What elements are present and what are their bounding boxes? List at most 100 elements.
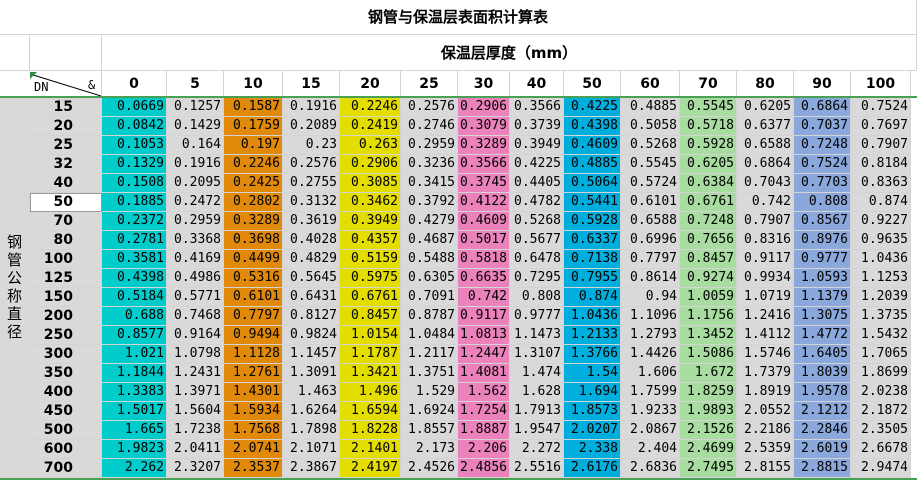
value-cell[interactable]: 2.0207 — [564, 421, 621, 440]
value-cell[interactable]: 0.7797 — [621, 250, 680, 269]
value-cell[interactable]: 1.3751 — [401, 364, 458, 383]
value-cell[interactable]: 0.6588 — [621, 212, 680, 231]
value-cell[interactable]: 0.3949 — [510, 136, 564, 155]
value-cell[interactable]: 1.0436 — [851, 250, 911, 269]
row-header-dn-700[interactable]: 700 — [30, 459, 102, 478]
value-cell[interactable]: 2.8155 — [737, 459, 794, 478]
column-header-15[interactable]: 15 — [283, 71, 340, 97]
value-cell[interactable]: 1.9547 — [510, 421, 564, 440]
value-cell[interactable]: 1.021 — [102, 345, 167, 364]
value-cell[interactable]: 2.272 — [510, 440, 564, 459]
value-cell[interactable]: 1.2133 — [564, 326, 621, 345]
column-header-30[interactable]: 30 — [458, 71, 510, 97]
value-cell[interactable]: 0.5771 — [167, 288, 224, 307]
value-cell[interactable]: 0.6205 — [680, 155, 737, 174]
value-cell[interactable]: 0.6635 — [458, 269, 510, 288]
value-cell[interactable]: 0.8457 — [340, 307, 401, 326]
value-cell[interactable]: 0.2372 — [102, 212, 167, 231]
value-cell[interactable]: 0.4122 — [458, 193, 510, 212]
column-header-90[interactable]: 90 — [794, 71, 851, 97]
value-cell[interactable]: 0.5545 — [680, 98, 737, 117]
value-cell[interactable]: 1.5604 — [167, 402, 224, 421]
value-cell[interactable]: 1.8887 — [458, 421, 510, 440]
value-cell[interactable]: 1.4112 — [737, 326, 794, 345]
value-cell[interactable]: 2.0867 — [621, 421, 680, 440]
value-cell[interactable]: 0.2419 — [340, 117, 401, 136]
value-cell[interactable]: 0.2746 — [401, 117, 458, 136]
value-cell[interactable]: 0.8316 — [737, 231, 794, 250]
value-cell[interactable]: 0.2246 — [340, 98, 401, 117]
value-cell[interactable]: 2.1526 — [680, 421, 737, 440]
value-cell[interactable]: 0.7797 — [224, 307, 283, 326]
value-cell[interactable]: 1.9578 — [794, 383, 851, 402]
value-cell[interactable]: 0.2802 — [224, 193, 283, 212]
value-cell[interactable]: 0.6431 — [283, 288, 340, 307]
value-cell[interactable]: 0.9777 — [510, 307, 564, 326]
value-cell[interactable]: 1.606 — [621, 364, 680, 383]
value-cell[interactable]: 2.4856 — [458, 459, 510, 478]
value-cell[interactable]: 2.3537 — [224, 459, 283, 478]
value-cell[interactable]: 1.463 — [283, 383, 340, 402]
value-cell[interactable]: 2.1212 — [794, 402, 851, 421]
value-cell[interactable]: 1.8228 — [340, 421, 401, 440]
value-cell[interactable]: 1.4426 — [621, 345, 680, 364]
value-cell[interactable]: 0.9824 — [283, 326, 340, 345]
value-cell[interactable]: 1.8039 — [794, 364, 851, 383]
value-cell[interactable]: 0.8976 — [794, 231, 851, 250]
value-cell[interactable]: 0.7703 — [794, 174, 851, 193]
row-header-dn-500[interactable]: 500 — [30, 421, 102, 440]
value-cell[interactable]: 1.1787 — [340, 345, 401, 364]
value-cell[interactable]: 0.8127 — [283, 307, 340, 326]
value-cell[interactable]: 0.3289 — [224, 212, 283, 231]
value-cell[interactable]: 0.3079 — [458, 117, 510, 136]
value-cell[interactable]: 2.4526 — [401, 459, 458, 478]
value-cell[interactable]: 0.4499 — [224, 250, 283, 269]
value-cell[interactable]: 1.0154 — [340, 326, 401, 345]
column-header-10[interactable]: 10 — [224, 71, 283, 97]
value-cell[interactable]: 1.5934 — [224, 402, 283, 421]
value-cell[interactable]: 0.6864 — [737, 155, 794, 174]
value-cell[interactable]: 2.4699 — [680, 440, 737, 459]
value-cell[interactable]: 1.7898 — [283, 421, 340, 440]
value-cell[interactable]: 0.3739 — [510, 117, 564, 136]
value-cell[interactable]: 0.9117 — [737, 250, 794, 269]
value-cell[interactable]: 0.3415 — [401, 174, 458, 193]
value-cell[interactable]: 1.7065 — [851, 345, 911, 364]
value-cell[interactable]: 0.9494 — [224, 326, 283, 345]
value-cell[interactable]: 0.4687 — [401, 231, 458, 250]
value-cell[interactable]: 0.5818 — [458, 250, 510, 269]
value-cell[interactable]: 0.3132 — [283, 193, 340, 212]
row-header-dn-80[interactable]: 80 — [30, 231, 102, 250]
value-cell[interactable]: 0.4225 — [564, 98, 621, 117]
value-cell[interactable]: 0.2906 — [340, 155, 401, 174]
value-cell[interactable]: 0.7248 — [680, 212, 737, 231]
value-cell[interactable]: 1.628 — [510, 383, 564, 402]
value-cell[interactable]: 2.404 — [621, 440, 680, 459]
value-cell[interactable]: 1.0813 — [458, 326, 510, 345]
thickness-header[interactable]: 保温层厚度（mm） — [102, 35, 917, 71]
value-cell[interactable]: 0.6377 — [737, 117, 794, 136]
value-cell[interactable]: 1.6264 — [283, 402, 340, 421]
row-header-dn-600[interactable]: 600 — [30, 440, 102, 459]
corner-header[interactable]: DN & — [0, 71, 102, 97]
value-cell[interactable]: 1.2039 — [851, 288, 911, 307]
value-cell[interactable]: 0.7656 — [680, 231, 737, 250]
value-cell[interactable]: 0.9777 — [794, 250, 851, 269]
value-cell[interactable]: 1.3107 — [510, 345, 564, 364]
row-header-dn-350[interactable]: 350 — [30, 364, 102, 383]
value-cell[interactable]: 1.5432 — [851, 326, 911, 345]
value-cell[interactable]: 0.3566 — [510, 98, 564, 117]
value-cell[interactable]: 0.4398 — [102, 269, 167, 288]
row-header-dn-150[interactable]: 150 — [30, 288, 102, 307]
column-header-20[interactable]: 20 — [340, 71, 401, 97]
value-cell[interactable]: 0.7524 — [794, 155, 851, 174]
value-cell[interactable]: 0.9227 — [851, 212, 911, 231]
value-cell[interactable]: 1.694 — [564, 383, 621, 402]
value-cell[interactable]: 0.1916 — [167, 155, 224, 174]
value-cell[interactable]: 0.2959 — [401, 136, 458, 155]
value-cell[interactable]: 0.5718 — [680, 117, 737, 136]
value-cell[interactable]: 2.3207 — [167, 459, 224, 478]
value-cell[interactable]: 2.2846 — [794, 421, 851, 440]
value-cell[interactable]: 2.6019 — [794, 440, 851, 459]
value-cell[interactable]: 1.1128 — [224, 345, 283, 364]
